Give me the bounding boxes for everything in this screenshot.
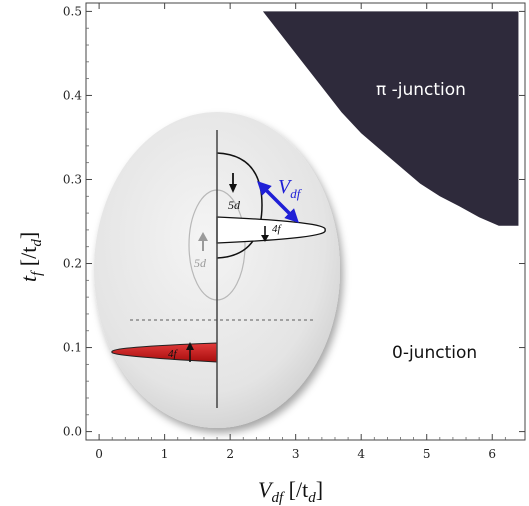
pi-junction-area [262,11,519,226]
middle-4f-label: 4f [272,223,283,235]
x-tick-label: 5 [423,447,431,461]
x-tick-label: 3 [292,447,300,461]
middle-4f-arrow-head [261,235,269,242]
y-tick-label: 0.2 [63,257,82,271]
y-tick-label: 0.0 [63,425,82,439]
vdf-arrow [257,181,299,223]
gray-arrow-head [198,232,208,241]
y-axis-label: tf [/td] [16,232,45,282]
bottom-4f-label: 4f [168,348,179,360]
y-tick-label: 0.1 [63,341,82,355]
x-tick-label: 0 [95,447,103,461]
x-axis-ticks: 0 1 2 3 4 5 6 [95,3,506,461]
x-tick-label: 2 [226,447,234,461]
inset-schematic: 5d 4f 5d 4f Vdf [94,112,340,428]
red-orbital-arrow-head [186,342,194,350]
x-tick-label: 6 [488,447,496,461]
x-tick-label: 4 [357,447,365,461]
top-5d-label: 5d [228,198,241,212]
x-tick-label: 1 [161,447,169,461]
y-tick-label: 0.5 [63,4,82,18]
black-5d-arrow-head [229,184,237,193]
y-axis-ticks: 0.0 0.1 0.2 0.3 0.4 0.5 [63,4,525,439]
pi-junction-region [262,11,519,226]
y-tick-label: 0.3 [63,172,82,186]
gray-5d-label: 5d [194,256,207,270]
vdf-label: Vdf [278,176,303,201]
x-axis-label: Vdf [/td] [258,477,323,506]
pi-junction-label: π -junction [376,80,466,100]
zero-junction-label: 0-junction [392,343,477,363]
y-tick-label: 0.4 [63,88,82,102]
